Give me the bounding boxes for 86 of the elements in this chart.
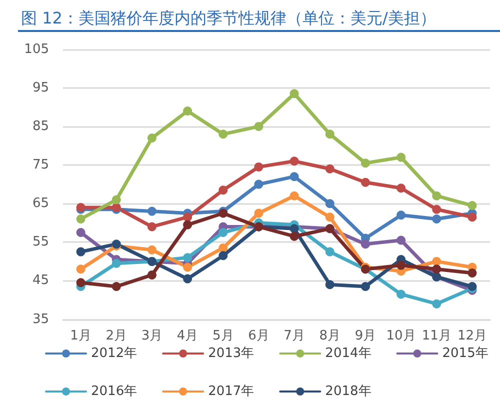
point (254, 208, 264, 218)
point (432, 214, 442, 224)
point (183, 106, 192, 116)
point (183, 262, 192, 272)
point (325, 164, 334, 174)
x-tick-label: 5月 (212, 328, 234, 344)
point (290, 191, 299, 200)
point (396, 260, 406, 270)
legend-label: 2012年 (91, 346, 138, 361)
y-tick-label: 75 (32, 158, 49, 173)
point (112, 258, 121, 268)
point (183, 212, 192, 222)
point (396, 290, 406, 299)
x-tick-label: 10月 (386, 328, 416, 344)
x-tick-label: 9月 (354, 328, 376, 344)
y-tick-label: 65 (32, 196, 49, 212)
y-tick-label: 35 (32, 312, 49, 327)
x-tick-label: 2月 (106, 328, 128, 344)
point (76, 247, 86, 256)
y-tick-label: 45 (32, 273, 49, 288)
point (396, 184, 406, 193)
point (360, 178, 370, 187)
point (218, 130, 228, 139)
x-tick-label: 3月 (141, 328, 163, 344)
y-tick-label: 85 (32, 118, 49, 134)
chart-title: 图 12：美国猪价年度内的季节性规律（单位：美元/美担） (21, 8, 436, 28)
x-tick-label: 12月 (457, 328, 487, 344)
point (218, 251, 228, 260)
point (325, 247, 334, 256)
x-tick-label: 4月 (176, 328, 198, 344)
point (218, 186, 228, 195)
point (396, 210, 406, 220)
point (432, 204, 442, 214)
point (290, 156, 299, 166)
legend-label: 2018年 (325, 384, 372, 399)
point (325, 130, 334, 139)
point (183, 220, 192, 230)
point (147, 206, 156, 216)
point (325, 280, 334, 290)
x-tick-label: 6月 (248, 328, 270, 344)
point (290, 172, 299, 182)
x-tick-label: 1月 (70, 328, 92, 344)
point (432, 191, 442, 200)
point (254, 162, 264, 172)
point (432, 299, 442, 308)
point (147, 270, 156, 280)
point (183, 274, 192, 284)
legend-label: 2016年 (91, 384, 138, 399)
point (147, 134, 156, 143)
point (360, 158, 370, 168)
point (396, 152, 406, 162)
legend-label: 2015年 (442, 346, 488, 361)
point (468, 268, 477, 278)
legend-label: 2013年 (208, 346, 254, 361)
point (147, 222, 156, 232)
point (432, 256, 442, 266)
legend-label: 2014年 (325, 346, 372, 361)
point (325, 212, 334, 222)
point (254, 180, 264, 189)
point (147, 245, 156, 254)
point (218, 243, 228, 252)
x-tick-label: 11月 (422, 328, 452, 344)
legend-label: 2017年 (208, 384, 254, 399)
point (76, 228, 86, 238)
y-tick-label: 95 (32, 80, 49, 96)
point (290, 232, 299, 241)
point (183, 253, 192, 262)
y-tick-label: 105 (24, 42, 49, 57)
point (76, 214, 86, 224)
point (360, 282, 370, 292)
y-tick-label: 55 (32, 234, 49, 250)
point (254, 122, 264, 131)
x-tick-label: 8月 (319, 328, 341, 344)
point (468, 212, 477, 222)
point (325, 199, 334, 208)
point (468, 201, 477, 210)
point (396, 236, 406, 245)
point (290, 89, 299, 98)
point (76, 278, 86, 288)
x-tick-label: 7月 (284, 328, 305, 344)
point (432, 264, 442, 274)
point (112, 282, 121, 292)
point (76, 264, 86, 274)
point (218, 228, 228, 238)
point (112, 195, 121, 204)
point (360, 240, 370, 249)
